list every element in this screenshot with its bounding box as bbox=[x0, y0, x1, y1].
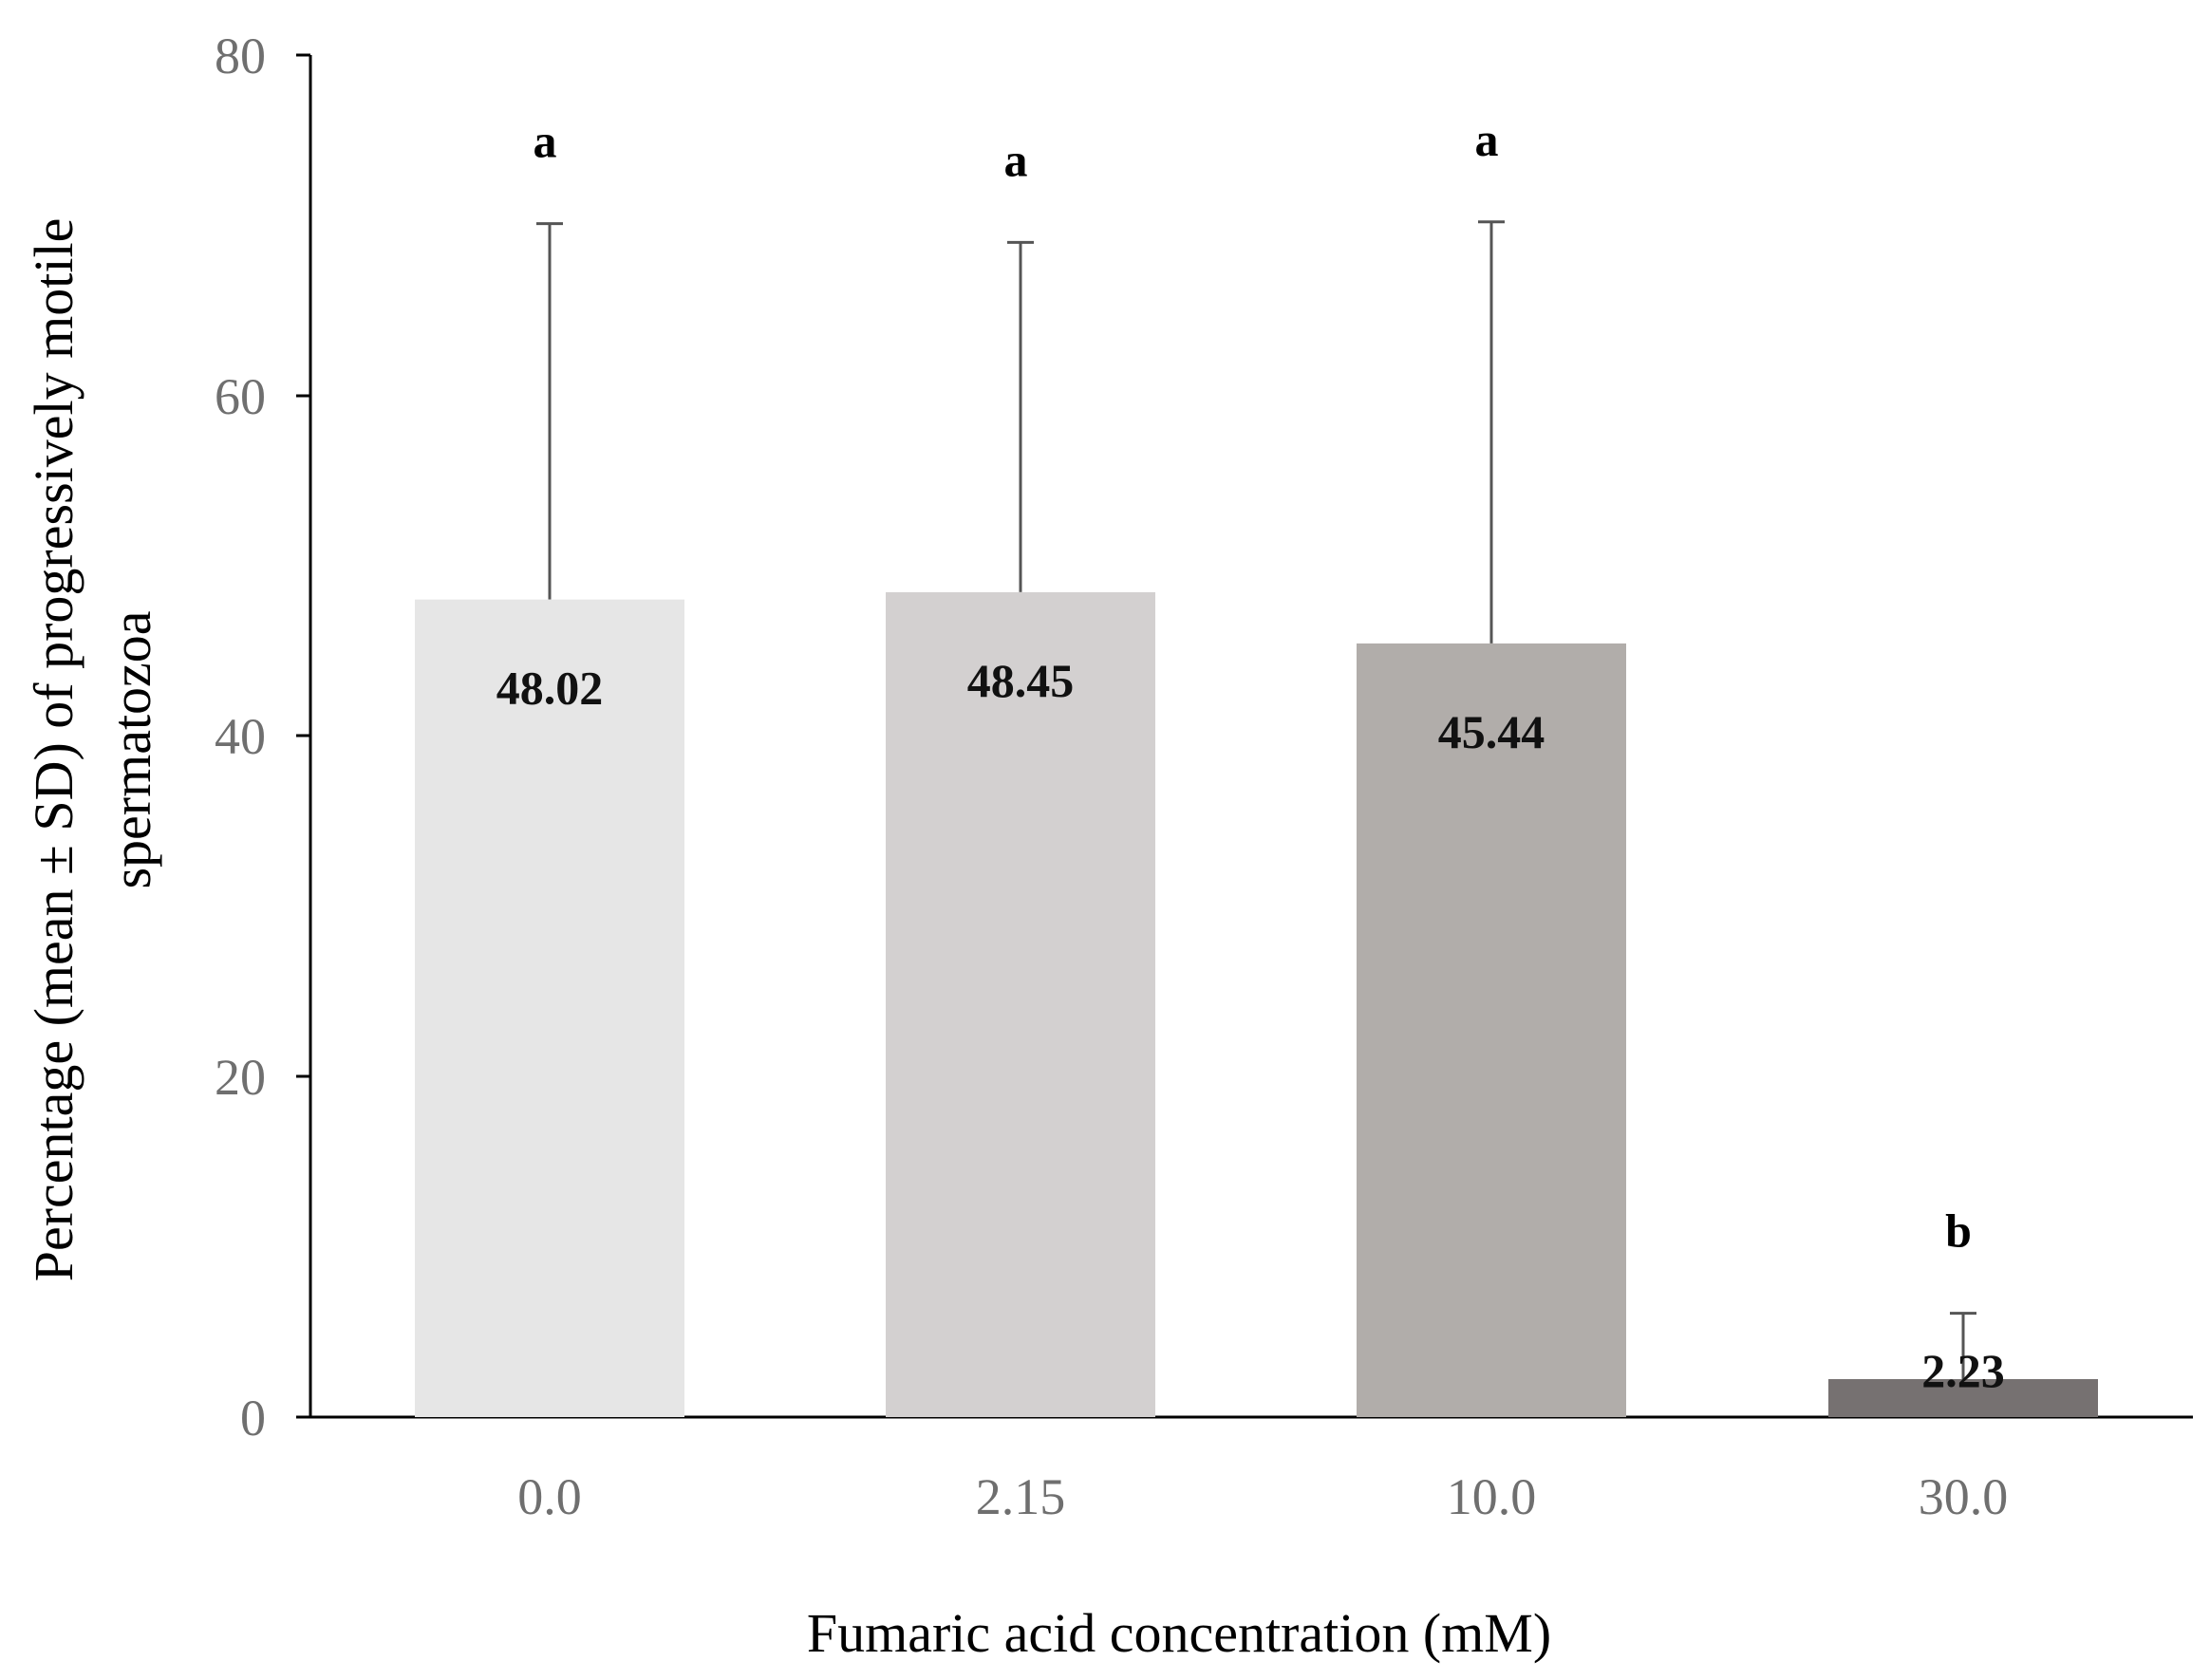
y-axis-title-line1: Percentage (mean ± SD) of progressively … bbox=[23, 218, 84, 1282]
significance-label: a bbox=[1004, 133, 1028, 186]
bar bbox=[1828, 1378, 2098, 1417]
x-tick-label: 10.0 bbox=[1447, 1468, 1537, 1525]
significance-label: a bbox=[534, 115, 557, 168]
y-tick-label: 0 bbox=[240, 1390, 266, 1447]
bar bbox=[1357, 643, 1626, 1417]
y-tick-label: 20 bbox=[215, 1049, 266, 1106]
y-tick-label: 60 bbox=[215, 368, 266, 425]
bar bbox=[886, 591, 1155, 1417]
significance-label: a bbox=[1475, 113, 1499, 166]
chart-marks: 48.02 a 0.0 48.45 a 2.15 45.44 a 10.0 2.23 b 30.0 bbox=[415, 113, 2098, 1525]
y-tick-label: 40 bbox=[215, 708, 266, 765]
x-tick-label: 30.0 bbox=[1919, 1468, 2009, 1525]
data-label: 45.44 bbox=[1438, 705, 1545, 758]
x-tick-label: 2.15 bbox=[976, 1468, 1066, 1525]
data-label: 48.45 bbox=[967, 654, 1075, 707]
data-label: 2.23 bbox=[1921, 1344, 2005, 1397]
data-label: 48.02 bbox=[496, 662, 604, 715]
significance-label: b bbox=[1945, 1204, 1972, 1258]
bar bbox=[415, 599, 684, 1417]
x-tick-label: 0.0 bbox=[517, 1468, 582, 1525]
y-tick-label: 80 bbox=[215, 28, 266, 84]
x-axis-title: Fumaric acid concentration (mM) bbox=[807, 1602, 1551, 1664]
y-axis-title-line2: spermatozoa bbox=[101, 610, 162, 888]
